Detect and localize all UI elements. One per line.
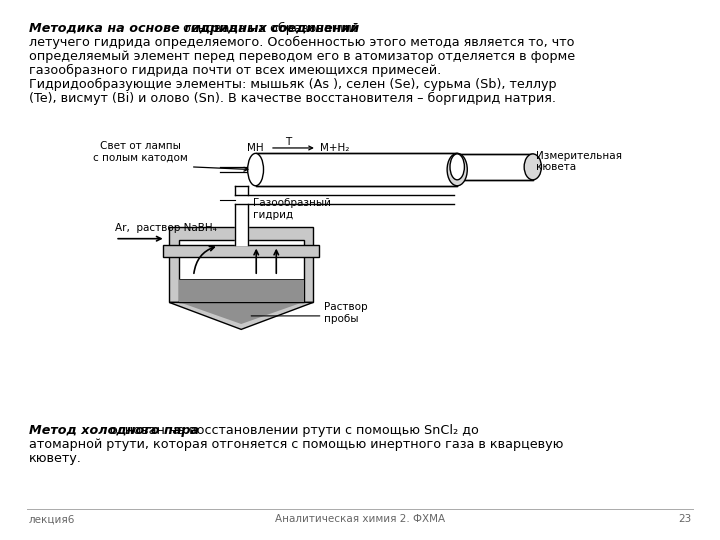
Text: Методика на основе гидридных соединений: Методика на основе гидридных соединений bbox=[29, 22, 359, 35]
Text: Ar,  раствор NaBH₄: Ar, раствор NaBH₄ bbox=[115, 223, 217, 233]
Text: атомарной ртути, которая отгоняется с помощью инертного газа в кварцевую: атомарной ртути, которая отгоняется с по… bbox=[29, 438, 563, 451]
Bar bbox=[179, 240, 304, 302]
Bar bbox=[169, 227, 313, 302]
Text: T: T bbox=[285, 137, 291, 147]
Text: кювету.: кювету. bbox=[29, 452, 81, 465]
Bar bbox=[163, 245, 319, 256]
Text: Аналитическая химия 2. ФХМА: Аналитическая химия 2. ФХМА bbox=[275, 514, 445, 524]
Text: Свет от лампы
с полым катодом: Свет от лампы с полым катодом bbox=[93, 141, 188, 163]
Polygon shape bbox=[180, 302, 302, 324]
Text: Гидридообразующие элементы: мышьяк (As ), селен (Se), сурьма (Sb), теллур: Гидридообразующие элементы: мышьяк (As )… bbox=[29, 78, 557, 91]
Text: Газообразный
гидрид: Газообразный гидрид bbox=[253, 198, 331, 220]
Text: Метод холодного пара: Метод холодного пара bbox=[29, 424, 199, 437]
Text: летучего гидрида определяемого. Особенностью этого метода является то, что: летучего гидрида определяемого. Особенно… bbox=[29, 36, 575, 49]
Text: газообразного гидрида почти от всех имеющихся примесей.: газообразного гидрида почти от всех имею… bbox=[29, 64, 441, 77]
Text: MH: MH bbox=[247, 143, 264, 153]
Text: основан на восстановлении ртути с помощью SnCl₂ до: основан на восстановлении ртути с помощь… bbox=[106, 424, 479, 437]
Text: основана на образовании: основана на образовании bbox=[179, 22, 356, 35]
Text: (Te), висмут (Bi) и олово (Sn). В качестве восстановителя – боргидрид натрия.: (Te), висмут (Bi) и олово (Sn). В качест… bbox=[29, 92, 556, 105]
Text: 23: 23 bbox=[678, 514, 691, 524]
Bar bbox=[179, 279, 304, 302]
Text: Раствор
пробы: Раствор пробы bbox=[324, 302, 368, 324]
Ellipse shape bbox=[248, 153, 264, 186]
Text: Измерительная
кювета: Измерительная кювета bbox=[536, 151, 622, 172]
Text: определяемый элемент перед переводом его в атомизатор отделяется в форме: определяемый элемент перед переводом его… bbox=[29, 50, 575, 63]
Ellipse shape bbox=[450, 154, 464, 180]
Text: M+H₂: M+H₂ bbox=[320, 143, 350, 153]
Bar bbox=[457, 154, 533, 180]
Ellipse shape bbox=[524, 154, 541, 180]
Ellipse shape bbox=[447, 153, 467, 186]
Text: лекция6: лекция6 bbox=[29, 514, 75, 524]
Polygon shape bbox=[169, 302, 313, 329]
Bar bbox=[256, 153, 457, 186]
